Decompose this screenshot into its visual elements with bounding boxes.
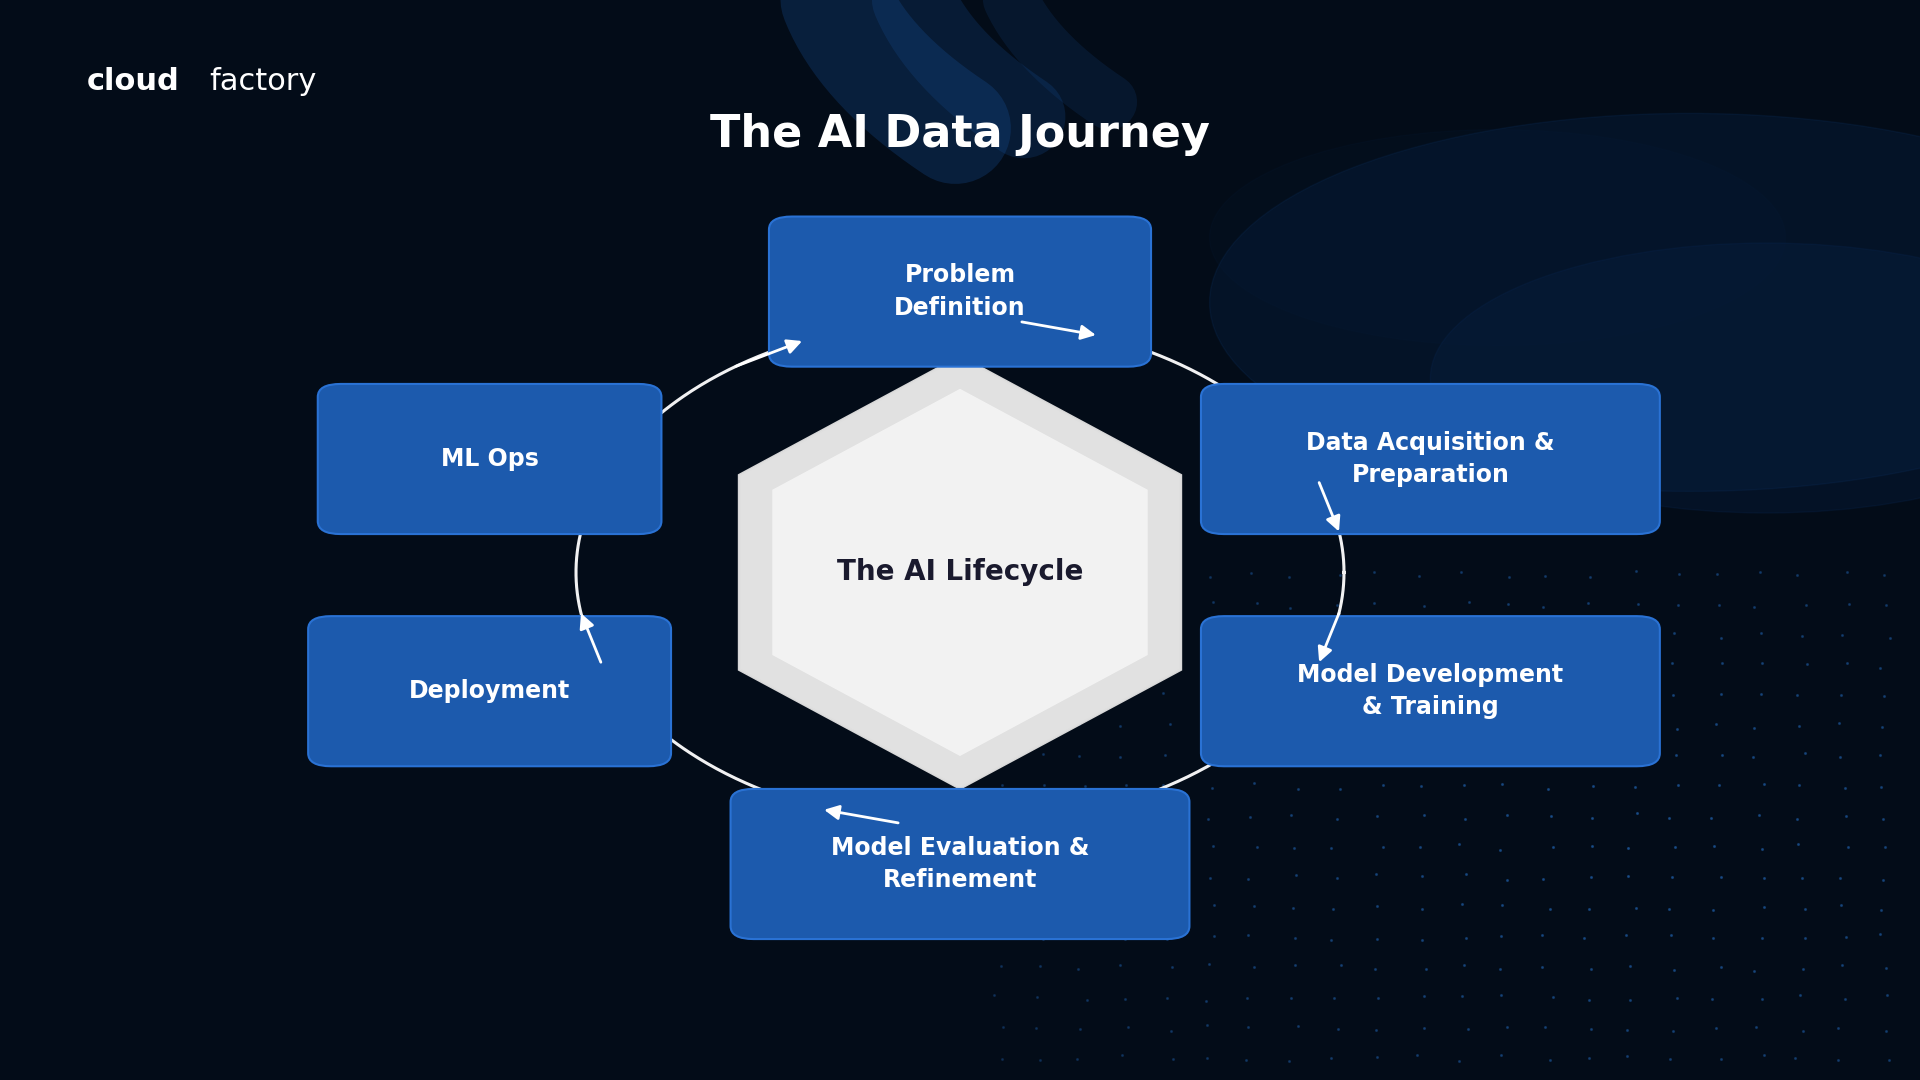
FancyBboxPatch shape — [1202, 616, 1659, 767]
Text: The AI Lifecycle: The AI Lifecycle — [837, 558, 1083, 586]
Text: Model Evaluation &
Refinement: Model Evaluation & Refinement — [831, 836, 1089, 892]
FancyBboxPatch shape — [768, 216, 1150, 367]
Polygon shape — [739, 356, 1181, 788]
Polygon shape — [739, 356, 1181, 788]
Text: Deployment: Deployment — [409, 679, 570, 703]
Text: cloud: cloud — [86, 67, 179, 95]
Polygon shape — [739, 356, 1181, 788]
Text: Data Acquisition &
Preparation: Data Acquisition & Preparation — [1306, 431, 1555, 487]
Text: Problem
Definition: Problem Definition — [895, 264, 1025, 320]
FancyBboxPatch shape — [730, 788, 1188, 939]
Text: The AI Data Journey: The AI Data Journey — [710, 113, 1210, 157]
FancyBboxPatch shape — [1202, 384, 1659, 535]
FancyBboxPatch shape — [317, 384, 660, 535]
Ellipse shape — [1430, 243, 1920, 513]
Text: Model Development
& Training: Model Development & Training — [1298, 663, 1563, 719]
Ellipse shape — [1210, 130, 1786, 346]
FancyBboxPatch shape — [307, 616, 672, 767]
Text: ML Ops: ML Ops — [442, 447, 538, 471]
Polygon shape — [772, 389, 1148, 756]
Text: factory: factory — [209, 67, 317, 95]
Ellipse shape — [1210, 113, 1920, 491]
